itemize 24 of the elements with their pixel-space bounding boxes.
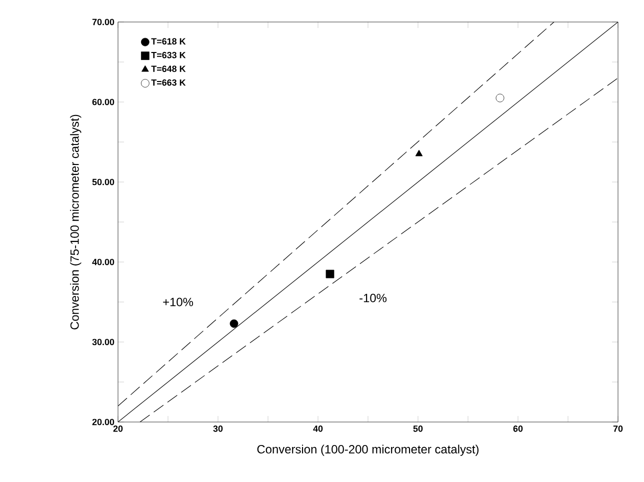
x-tick-label: 60 [513, 426, 523, 432]
y-tick-label: 60.00 [92, 98, 114, 106]
legend-label: T=618 K [151, 38, 186, 45]
x-tick-label: 70 [613, 426, 623, 432]
y-tick-label: 70.00 [92, 18, 114, 26]
y-tick-label: 50.00 [92, 178, 114, 186]
y-tick-label: 30.00 [92, 338, 114, 346]
y-tick-label: 40.00 [92, 258, 114, 266]
x-tick-label: 20 [113, 426, 123, 432]
point [326, 270, 334, 278]
x-tick-label: 50 [413, 426, 423, 432]
point [230, 319, 238, 328]
y-axis-title: Conversion (75-100 micrometer catalyst) [70, 114, 82, 330]
legend-label: T=663 K [151, 79, 186, 86]
legend-label: T=633 K [151, 52, 186, 58]
x-tick-label: 40 [313, 426, 323, 432]
point [496, 94, 504, 102]
legend-label: T=648 K [151, 66, 186, 72]
annotation: +10% [163, 298, 194, 306]
annotation: -10% [360, 294, 387, 302]
x-tick-label: 30 [213, 426, 223, 432]
x-axis-title: Conversion (100-200 micrometer catalyst) [257, 444, 479, 456]
y-tick-label: 20.00 [92, 418, 114, 426]
point [415, 150, 423, 156]
